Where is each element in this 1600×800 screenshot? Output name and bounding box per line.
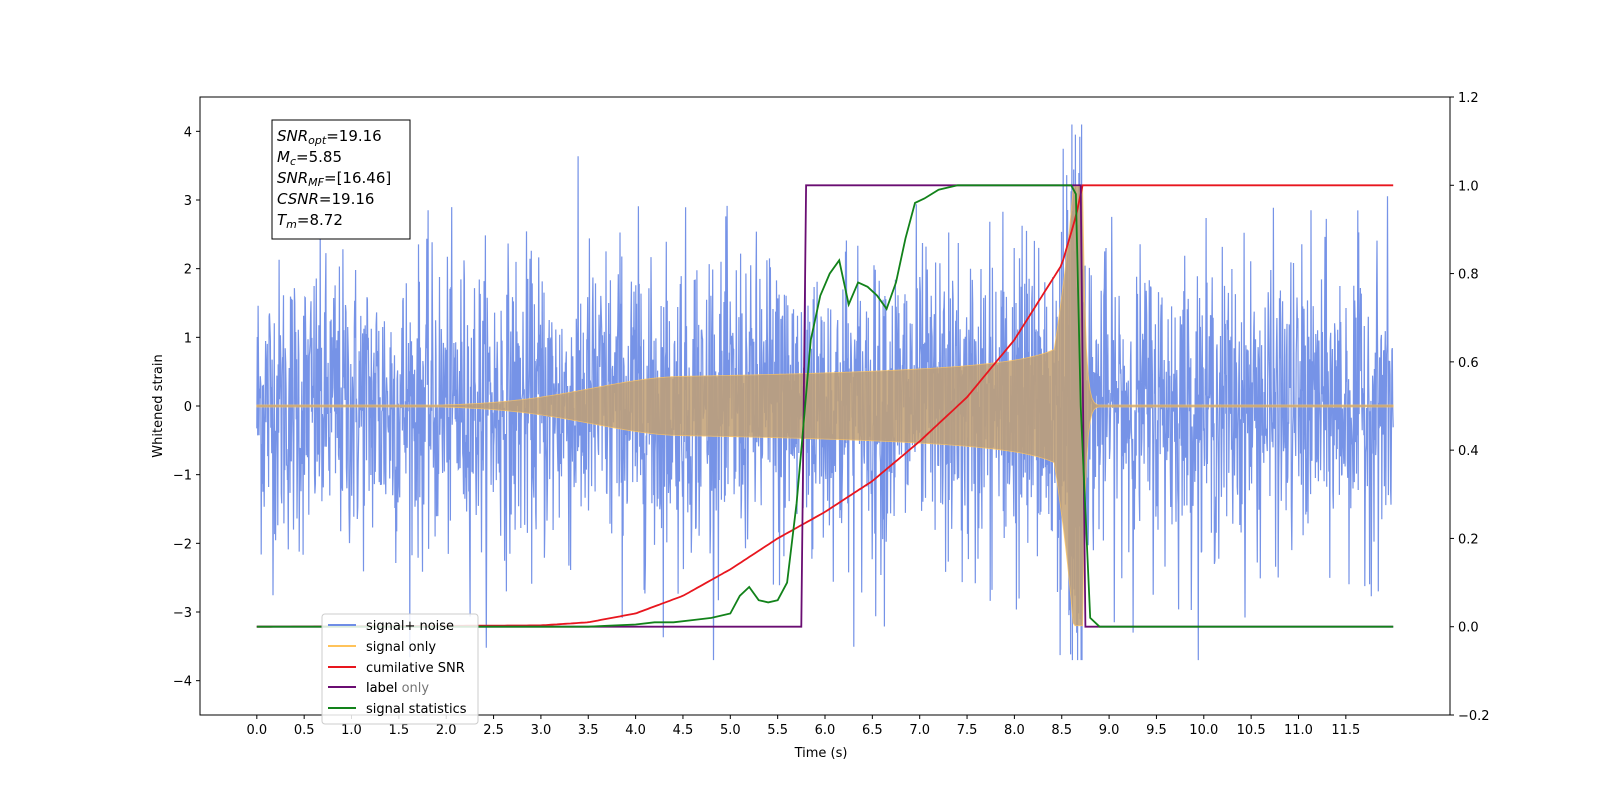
y2-tick-label: −0.2 [1458, 709, 1490, 724]
y-tick-label: 3 [184, 194, 192, 209]
x-tick-label: 4.5 [673, 723, 694, 738]
x-tick-label: 0.5 [294, 723, 315, 738]
x-tick-label: 3.0 [531, 723, 552, 738]
x-tick-label: 8.5 [1051, 723, 1072, 738]
y-tick-label: −1 [173, 469, 192, 484]
x-tick-label: 4.0 [625, 723, 646, 738]
x-axis-label: Time (s) [794, 746, 848, 761]
legend-label: signal only [366, 640, 436, 655]
y2-tick-label: 0.4 [1458, 444, 1479, 459]
y2-tick-label: 0.8 [1458, 268, 1479, 283]
annotation-line: Mc=5.85 [277, 148, 342, 168]
x-tick-label: 0.0 [246, 723, 267, 738]
x-tick-label: 9.5 [1146, 723, 1167, 738]
x-tick-label: 3.5 [578, 723, 599, 738]
legend-label: cumilative SNR [366, 661, 465, 676]
y-tick-label: −3 [173, 606, 192, 621]
x-tick-label: 5.0 [720, 723, 741, 738]
x-tick-label: 6.0 [815, 723, 836, 738]
y-tick-label: 4 [184, 125, 192, 140]
y2-tick-label: 1.2 [1458, 91, 1479, 106]
annotation-line: CSNR=19.16 [277, 190, 374, 208]
y2-tick-label: 0.2 [1458, 532, 1479, 547]
legend-label: signal statistics [366, 702, 467, 717]
annotation-frame [271, 119, 411, 240]
y-tick-label: 0 [184, 400, 192, 415]
y-axis-right: 1.2 1.0 0.8 0.6 0.4 0.2 0.0 −0.2 [1450, 91, 1490, 724]
legend-entry-label-only: label only [366, 681, 429, 696]
x-tick-label: 9.0 [1099, 723, 1120, 738]
annotation-line: SNRopt=19.16 [277, 127, 382, 147]
y-tick-label: 1 [184, 331, 192, 346]
x-tick-label: 10.0 [1189, 723, 1218, 738]
x-tick-label: 11.5 [1331, 723, 1360, 738]
x-tick-label: 10.5 [1237, 723, 1266, 738]
annotation-line: SNRMF=[16.46] [277, 169, 391, 189]
x-tick-label: 5.5 [767, 723, 788, 738]
y-axis-label: Whitened strain [151, 354, 166, 457]
x-tick-label: 6.5 [862, 723, 883, 738]
x-tick-label: 7.5 [957, 723, 978, 738]
x-tick-label: 2.0 [436, 723, 457, 738]
y-tick-label: 2 [184, 263, 192, 278]
plot-area [256, 124, 1394, 661]
annotation-line: Tm=8.72 [277, 211, 343, 231]
y-tick-label: −4 [173, 675, 192, 690]
x-axis: 0.0 0.5 1.0 1.5 2.0 2.5 3.0 3.5 4.0 4.5 5.0 5.5 6.0 6… [246, 715, 1360, 738]
y-axis-left: 4 3 2 1 0 −1 −2 −3 −4 [173, 125, 200, 690]
legend-label: signal+ noise [366, 619, 454, 634]
series-signal-only [256, 185, 1394, 627]
stats-annotation-box: SNRopt=19.16Mc=5.85SNRMF=[16.46]CSNR=19.… [271, 119, 411, 240]
y2-tick-label: 1.0 [1458, 179, 1479, 194]
series-signal-statistics [256, 184, 1394, 628]
y2-tick-label: 0.0 [1458, 621, 1479, 636]
legend: signal+ noise signal only cumilative SNR la… [321, 613, 479, 725]
y-tick-label: −2 [173, 537, 192, 552]
x-tick-label: 8.0 [1004, 723, 1025, 738]
x-tick-label: 2.5 [483, 723, 504, 738]
x-tick-label: 1.5 [389, 723, 410, 738]
legend-label: label [366, 681, 397, 696]
y2-tick-label: 0.6 [1458, 356, 1479, 371]
x-tick-label: 1.0 [341, 723, 362, 738]
legend-frame [321, 613, 479, 725]
x-tick-label: 7.0 [909, 723, 930, 738]
x-tick-label: 11.0 [1284, 723, 1313, 738]
series-signal-noise [256, 124, 1394, 661]
